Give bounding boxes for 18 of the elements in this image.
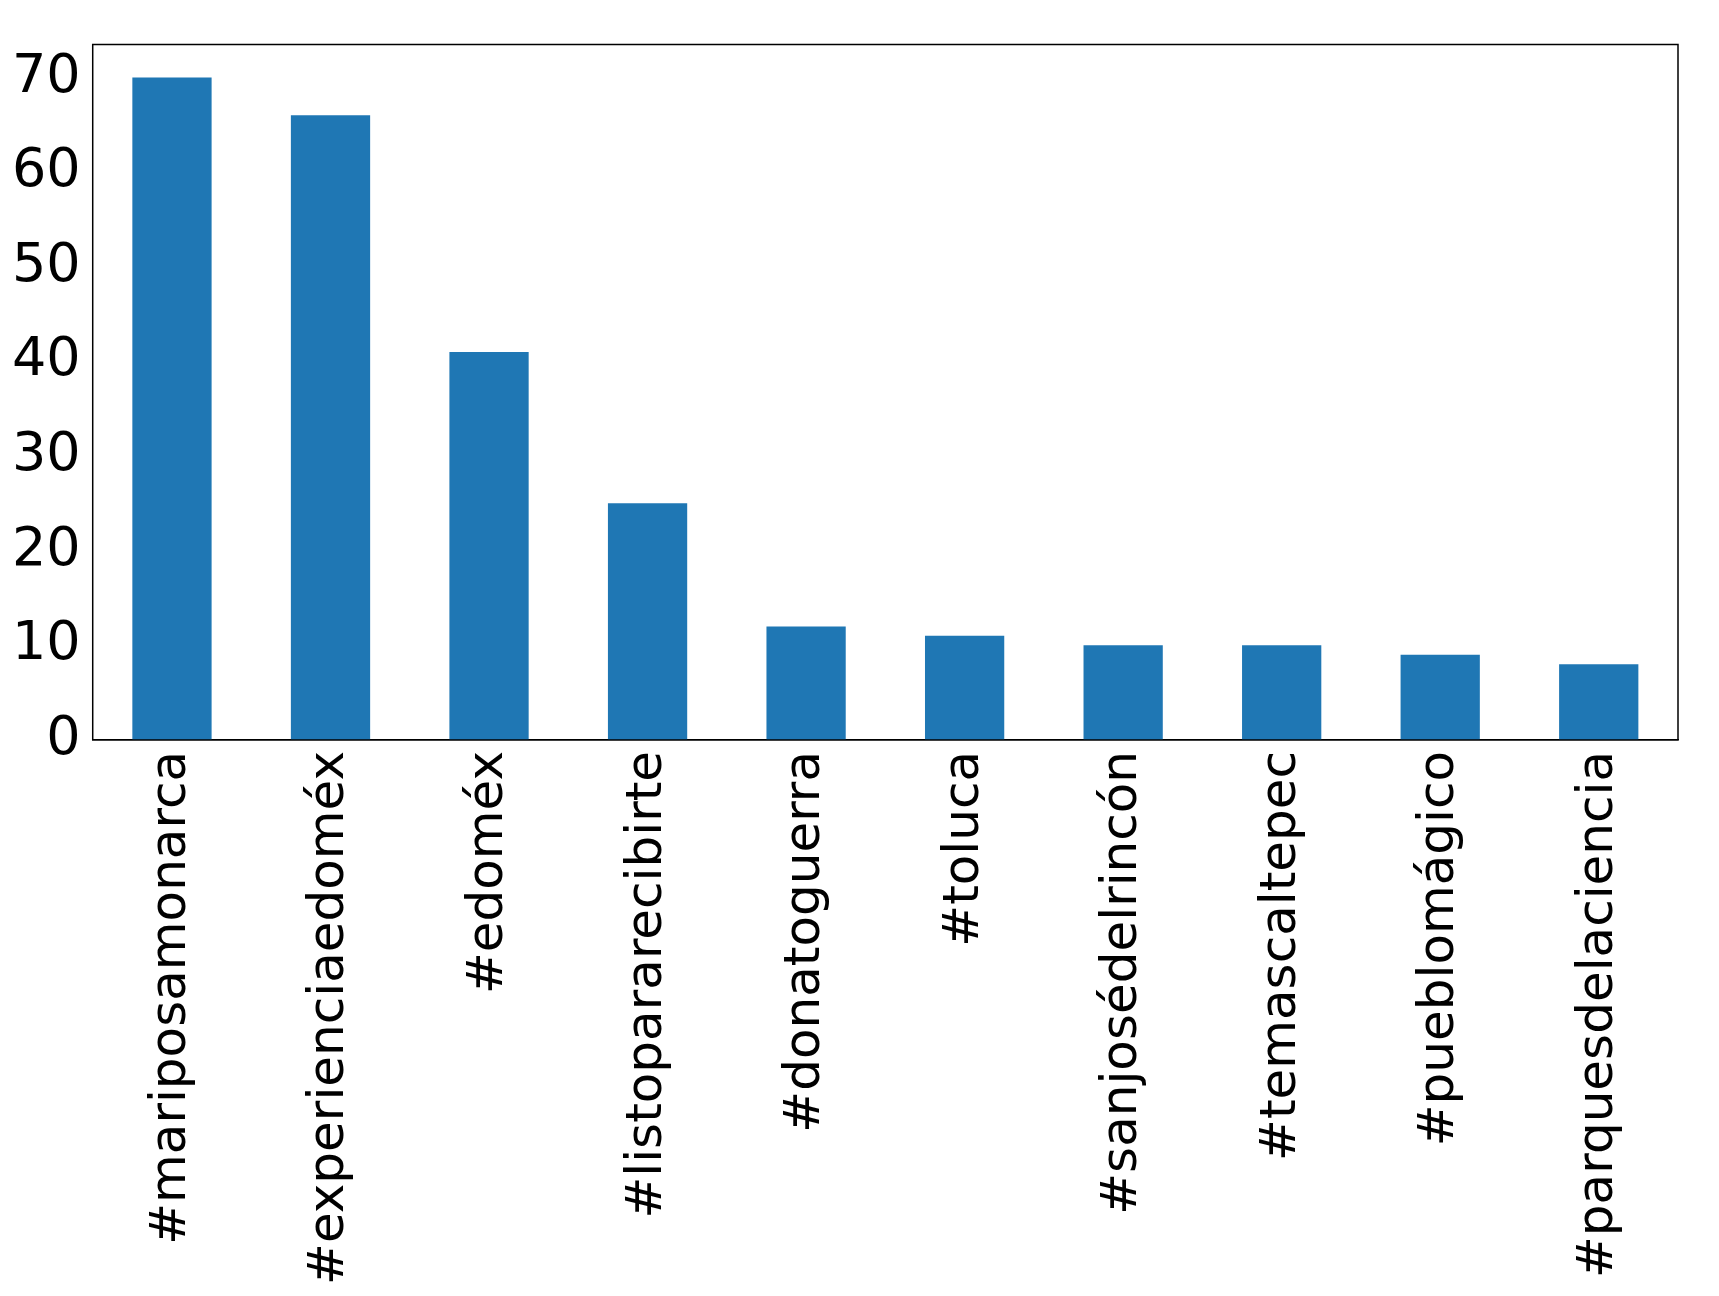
x-tick-label: #parquesdelaciencia <box>1565 750 1624 1279</box>
x-tick-label: #experienciaedoméx <box>297 750 356 1285</box>
y-tick-label: 40 <box>11 325 81 389</box>
x-tick-label: #listopararecibirte <box>614 750 673 1219</box>
x-tick-label: #mariposamonarca <box>138 750 197 1245</box>
y-tick-label: 60 <box>11 136 81 200</box>
y-tick-label: 20 <box>11 514 81 578</box>
x-tick-label: #sanjosédelrincón <box>1090 750 1149 1215</box>
x-tick-label: #temascaltepec <box>1248 750 1307 1161</box>
y-tick-label: 50 <box>11 230 81 294</box>
x-tick-label: #edoméx <box>456 750 515 995</box>
y-tick-label: 70 <box>11 41 81 105</box>
x-tick-label: #pueblomágico <box>1407 750 1466 1147</box>
y-tick-label: 0 <box>46 703 81 767</box>
y-tick-label: 10 <box>11 609 81 673</box>
x-tick-label: #donatoguerra <box>773 750 832 1133</box>
y-tick-label: 30 <box>11 420 81 484</box>
x-tick-label: #toluca <box>931 750 990 947</box>
